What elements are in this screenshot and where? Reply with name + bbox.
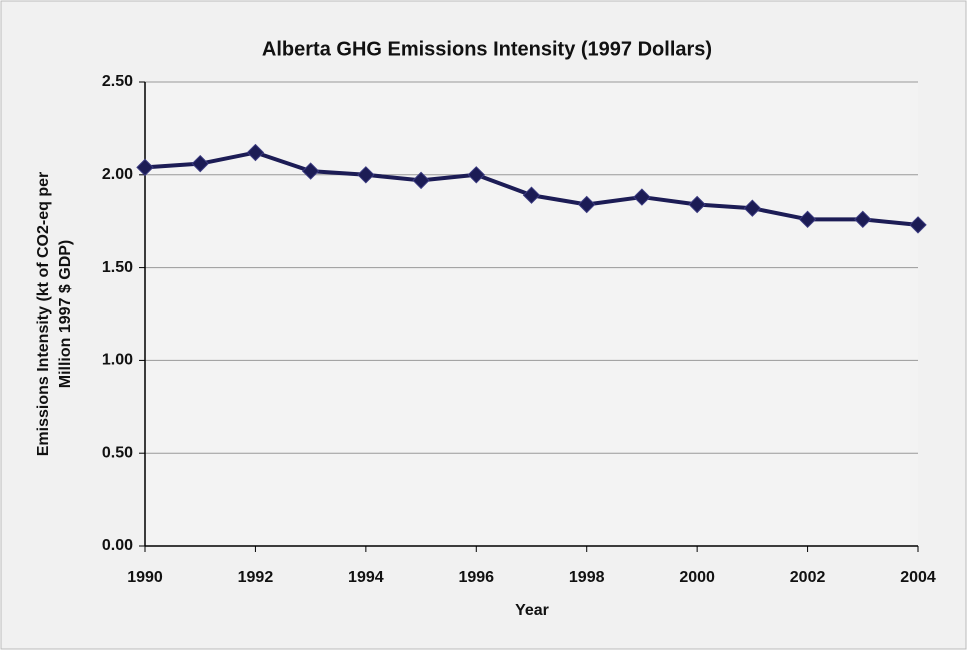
y-tick-label: 1.00 [102, 352, 133, 369]
y-tick-label: 2.50 [102, 73, 133, 90]
data-point [522, 186, 541, 204]
y-axis-label: Emissions Intensity (kt of CO2-eq per [35, 172, 52, 457]
y-tick-label: 2.00 [102, 166, 133, 183]
y-tick-label: 0.00 [102, 537, 133, 554]
data-point [357, 166, 375, 184]
x-tick-label: 1998 [569, 569, 605, 586]
x-tick-label: 1996 [458, 569, 494, 586]
x-axis-label: Year [515, 602, 549, 619]
y-tick-label: 0.50 [102, 444, 133, 461]
data-point [246, 143, 265, 162]
y-axis-label: Million 1997 $ GDP) [57, 240, 74, 388]
chart-title: Alberta GHG Emissions Intensity (1997 Do… [262, 38, 712, 60]
x-tick-label: 1992 [238, 569, 274, 586]
y-tick-label: 1.50 [102, 259, 133, 276]
x-tick-label: 2004 [900, 569, 936, 586]
x-tick-label: 2000 [679, 569, 715, 586]
data-point [743, 199, 762, 217]
data-point [798, 210, 817, 229]
data-point [633, 188, 651, 206]
x-tick-label: 1994 [348, 569, 384, 586]
data-point [136, 158, 154, 177]
data-point [854, 210, 872, 229]
x-tick-label: 2002 [790, 569, 826, 586]
data-point [909, 216, 927, 234]
data-point [301, 162, 320, 180]
data-point [467, 166, 485, 184]
data-point [688, 195, 706, 214]
data-point [191, 154, 209, 173]
x-tick-label: 1990 [127, 569, 163, 586]
data-point [412, 171, 430, 190]
data-point [578, 195, 596, 214]
